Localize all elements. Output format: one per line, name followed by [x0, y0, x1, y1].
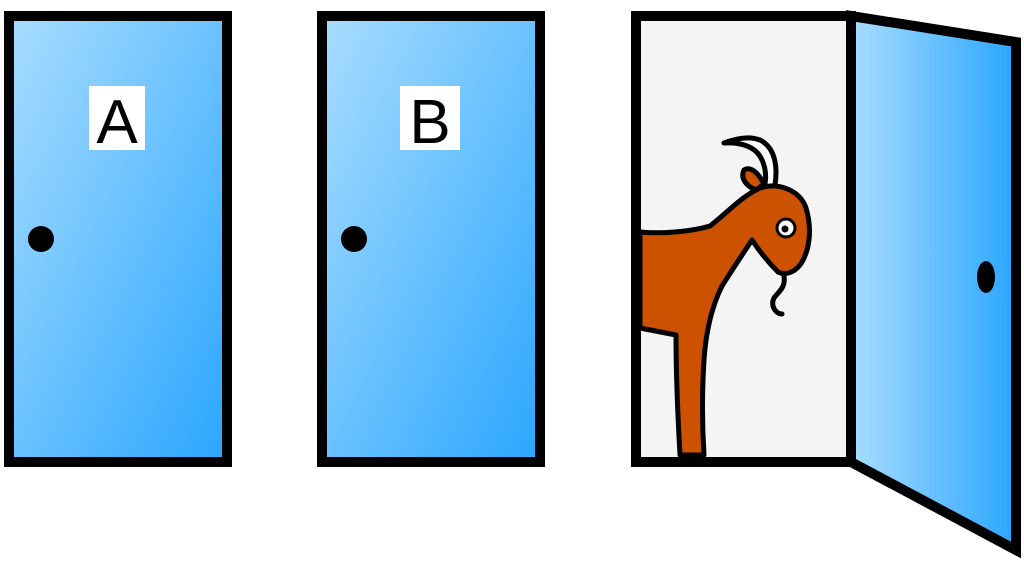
- door-c[interactable]: [631, 10, 1021, 559]
- goat-body: [637, 183, 812, 458]
- door-b-label: B: [409, 88, 450, 157]
- goat-icon: [637, 135, 812, 458]
- door-a[interactable]: A: [4, 11, 232, 467]
- door-a-knob-icon: [28, 226, 54, 252]
- door-c-panel: [846, 10, 1021, 559]
- door-b-knob-icon: [341, 226, 367, 252]
- door-c-knob-icon: [977, 261, 995, 293]
- goat-ear: [740, 166, 767, 193]
- door-a-label-bg: [89, 86, 145, 150]
- goat-pupil: [781, 225, 789, 233]
- door-b-label-bg: [400, 86, 460, 150]
- door-b[interactable]: B: [317, 11, 545, 467]
- door-a-label: A: [96, 88, 138, 157]
- goat-beard: [770, 273, 787, 317]
- goat-horn: [721, 135, 779, 203]
